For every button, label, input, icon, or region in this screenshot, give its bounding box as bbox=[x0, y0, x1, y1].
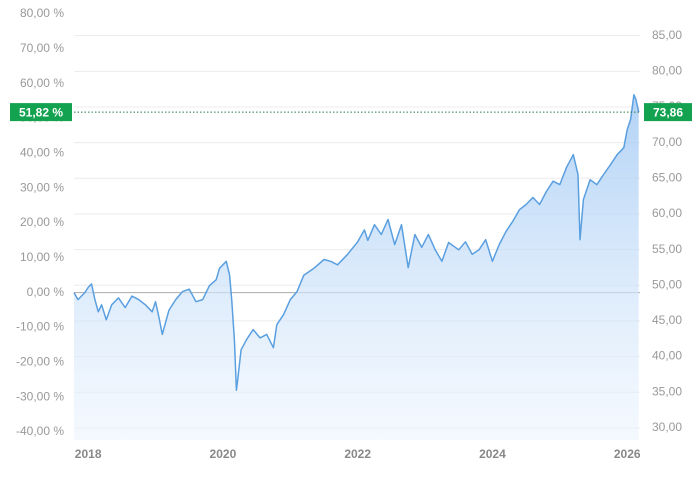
x-tick-label: 2026 bbox=[614, 447, 641, 461]
y2-tick-label: 70,00 bbox=[652, 135, 682, 149]
y-tick-label: -40,00 % bbox=[16, 424, 64, 438]
x-tick-label: 2024 bbox=[479, 447, 506, 461]
y-tick-label: 60,00 % bbox=[20, 76, 64, 90]
line bbox=[73, 94, 640, 391]
y-tick-label: 0,00 % bbox=[27, 285, 65, 299]
y2-tick-label: 30,00 bbox=[652, 420, 682, 434]
y2-tick-label: 50,00 bbox=[652, 277, 682, 291]
y2-tick-label: 55,00 bbox=[652, 242, 682, 256]
y2-tick-label: 85,00 bbox=[652, 28, 682, 42]
y2-tick-label: 80,00 bbox=[652, 63, 682, 77]
y-tick-label: 70,00 % bbox=[20, 41, 64, 55]
x-tick-label: 2018 bbox=[75, 447, 102, 461]
last-value-label-left: 51,82 % bbox=[19, 105, 63, 119]
area bbox=[74, 94, 639, 441]
y2-tick-label: 45,00 bbox=[652, 313, 682, 327]
last-value-label-right: 73,86 bbox=[653, 105, 683, 119]
y2-tick-label: 35,00 bbox=[652, 384, 682, 398]
y-tick-label: 30,00 % bbox=[20, 180, 64, 194]
y-tick-label: -20,00 % bbox=[16, 354, 64, 368]
y-tick-label: -30,00 % bbox=[16, 389, 64, 403]
y-tick-label: 40,00 % bbox=[20, 145, 64, 159]
y-tick-label: 10,00 % bbox=[20, 250, 64, 264]
x-tick-label: 2022 bbox=[344, 447, 371, 461]
x-tick-label: 2020 bbox=[210, 447, 237, 461]
last-value-badge-left bbox=[10, 103, 72, 122]
y2-tick-label: 60,00 bbox=[652, 206, 682, 220]
y-tick-label: -10,00 % bbox=[16, 320, 64, 334]
y2-tick-label: 40,00 bbox=[652, 349, 682, 363]
y-tick-label: 20,00 % bbox=[20, 215, 64, 229]
last-value-badge-right bbox=[644, 103, 692, 122]
y-tick-label: 80,00 % bbox=[20, 6, 64, 20]
y2-tick-label: 65,00 bbox=[652, 170, 682, 184]
